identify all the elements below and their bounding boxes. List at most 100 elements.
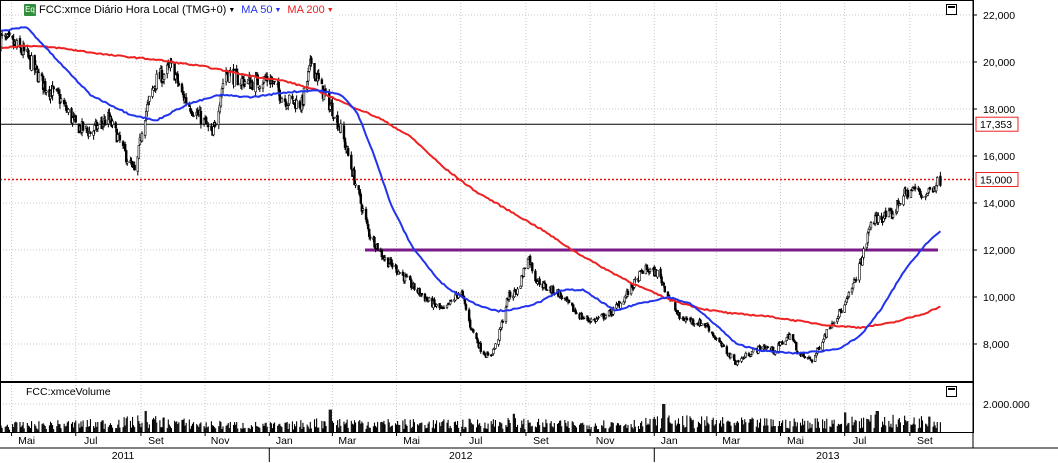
candle-body <box>118 134 122 141</box>
candle-body <box>143 120 147 136</box>
candle-body <box>567 299 571 303</box>
candle-body <box>626 290 630 296</box>
candle-body <box>261 83 265 89</box>
candle-body <box>486 352 490 356</box>
candle-body <box>114 122 117 129</box>
candle-body <box>699 319 702 327</box>
x-tick-label: Jul <box>853 435 866 447</box>
candle-body <box>855 279 858 281</box>
candle-body <box>516 288 519 295</box>
candle-body <box>906 190 909 198</box>
candle-body <box>685 317 689 321</box>
candle-body <box>320 79 324 85</box>
chevron-down-icon: ▼ <box>274 6 282 14</box>
candle-body <box>361 208 365 211</box>
candle-body <box>851 283 855 289</box>
candle-body <box>27 49 30 58</box>
candle-body <box>810 359 814 363</box>
x-tick-label: Mar <box>722 435 741 447</box>
candle-body <box>192 115 195 117</box>
candle-body <box>126 161 129 164</box>
maximize-price-panel-button[interactable] <box>946 4 957 15</box>
candle-body <box>449 299 452 305</box>
chevron-down-icon: ▼ <box>326 6 334 14</box>
price-tag-reference: 17,353 <box>980 119 1012 131</box>
ma200-label: MA 200 <box>287 4 325 16</box>
candle-body <box>354 183 357 186</box>
x-tick-label: Set <box>917 435 933 447</box>
candle-body <box>302 87 306 105</box>
candle-body <box>802 353 805 357</box>
candle-body <box>604 315 608 319</box>
candle-body <box>597 316 600 319</box>
candle-body <box>634 278 637 281</box>
candle-body <box>919 190 922 195</box>
ma50-line <box>0 26 942 355</box>
candle-body <box>536 281 539 284</box>
y-tick-label: 18,000 <box>983 104 1015 116</box>
maximize-volume-panel-button[interactable] <box>946 386 957 397</box>
candle-body <box>808 356 812 360</box>
candle-body <box>133 164 136 171</box>
candle-body <box>693 323 696 326</box>
candle-body <box>725 346 729 354</box>
candle-body <box>526 258 530 269</box>
candle-body <box>472 329 475 333</box>
candle-body <box>111 120 114 126</box>
candle-body <box>52 86 55 90</box>
candle-body <box>280 98 284 103</box>
candle-body <box>45 90 48 93</box>
candle-body <box>877 215 880 223</box>
candle-body <box>278 89 282 101</box>
candle-body <box>425 297 429 301</box>
y-tick-label: 16,000 <box>983 151 1015 163</box>
candle-body <box>413 283 416 290</box>
volume-bars <box>0 404 941 432</box>
candle-body <box>523 267 527 270</box>
candle-body <box>803 356 806 359</box>
candle-body <box>219 95 223 107</box>
candle-body <box>184 97 188 104</box>
candle-body <box>501 321 505 323</box>
candle-body <box>504 306 508 322</box>
panel-frames <box>0 0 1058 449</box>
candle-body <box>350 154 353 170</box>
candle-body <box>749 354 753 357</box>
x-tick-label: Set <box>533 435 549 447</box>
ma200-line <box>0 44 941 330</box>
x-tick-label: Nov <box>596 435 615 447</box>
chart-legend: Eq FCC:xmce Diário Hora Local (TMG+0) ▼ … <box>24 3 338 17</box>
candle-body <box>310 57 313 64</box>
x-tick-label: Mai <box>403 435 420 447</box>
candle-body <box>387 263 391 267</box>
candle-body <box>331 102 334 117</box>
candle-body <box>784 340 787 345</box>
candle-body <box>291 95 294 100</box>
candle-body <box>921 196 924 198</box>
y-tick-label: 8,000 <box>983 339 1009 351</box>
x-tick-label: Jan <box>661 435 678 447</box>
candle-body <box>89 131 92 135</box>
candle-body <box>818 346 821 350</box>
candle-body <box>911 187 915 191</box>
instrument-selector[interactable]: FCC:xmce Diário Hora Local (TMG+0) ▼ <box>39 4 235 16</box>
candle-body <box>847 292 851 297</box>
candle-body <box>433 299 436 305</box>
candle-body <box>74 115 77 123</box>
candle-body <box>383 257 387 260</box>
candle-body <box>258 86 262 89</box>
candle-body <box>256 74 259 86</box>
candle-body <box>656 269 659 278</box>
candle-body <box>869 222 873 229</box>
ma200-legend[interactable]: MA 200 ▼ <box>287 4 333 16</box>
candle-body <box>845 298 848 303</box>
candle-body <box>641 270 644 274</box>
candle-body <box>884 210 887 218</box>
ma50-legend[interactable]: MA 50 ▼ <box>241 4 281 16</box>
candle-body <box>100 120 104 125</box>
x-tick-label: Jul <box>84 435 97 447</box>
candle-body <box>560 295 563 300</box>
candle-body <box>862 248 865 258</box>
candle-body <box>401 271 405 276</box>
candle-body <box>214 123 217 126</box>
